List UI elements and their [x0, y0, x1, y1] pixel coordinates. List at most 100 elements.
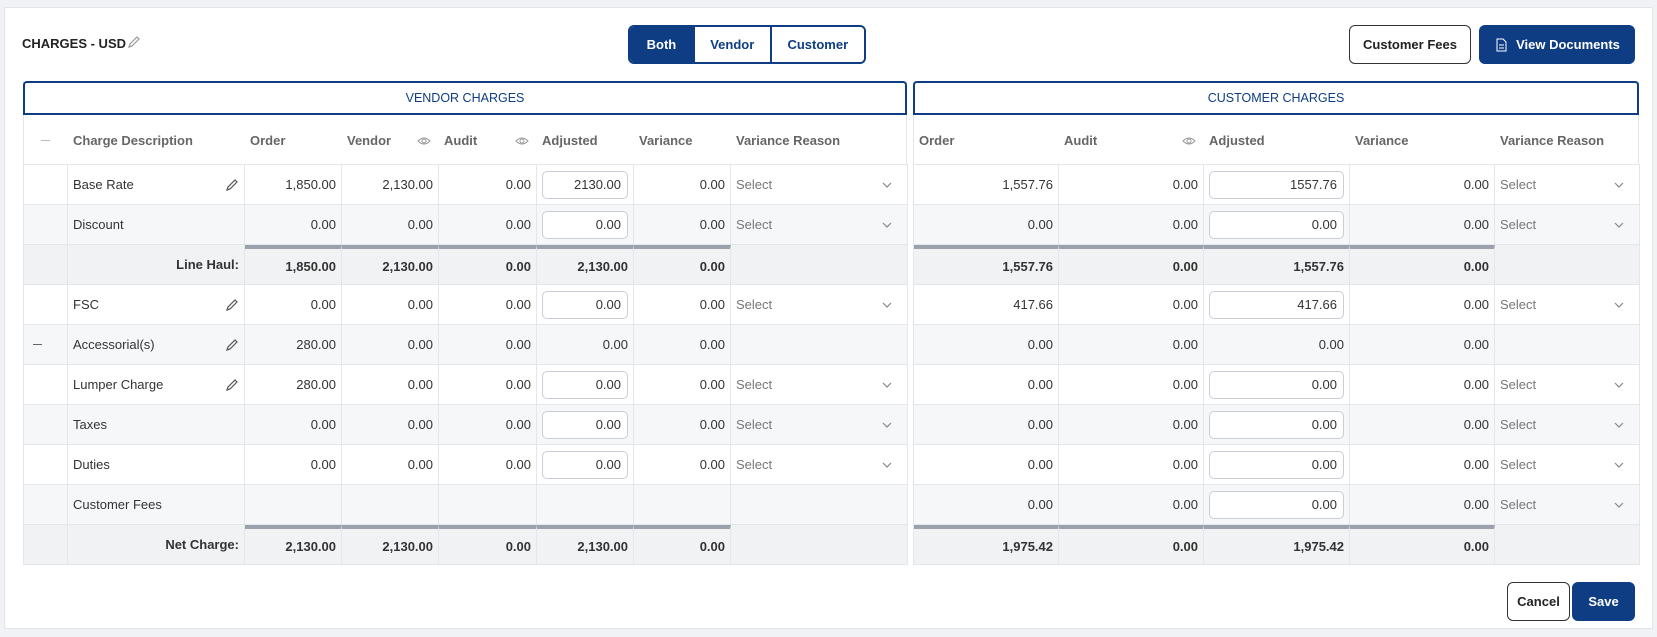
view-documents-button[interactable]: View Documents	[1479, 25, 1635, 64]
select-placeholder: Select	[736, 457, 773, 472]
visibility-icon[interactable]	[515, 134, 529, 148]
adjusted-input[interactable]: 0.00	[542, 370, 628, 399]
table-cell: 0.00	[439, 445, 537, 485]
adjusted-input[interactable]: 0.00	[1209, 410, 1344, 439]
table-cell: 0.00	[1350, 525, 1495, 565]
cancel-button[interactable]: Cancel	[1507, 582, 1570, 621]
document-icon[interactable]	[1494, 38, 1508, 52]
variance-reason-select[interactable]: Select	[1500, 497, 1634, 512]
adjusted-input[interactable]: 0.00	[1209, 490, 1344, 519]
dropdown-chevron[interactable]	[880, 458, 894, 472]
variance-reason-select[interactable]: Select	[736, 457, 902, 472]
customer-fees-button[interactable]: Customer Fees	[1349, 25, 1471, 64]
table-cell: Duties	[68, 445, 245, 485]
toggle-option[interactable]: Vendor	[692, 27, 770, 62]
table-cell: Accessorial(s)	[68, 325, 245, 365]
dropdown-chevron[interactable]	[1612, 298, 1626, 312]
table-cell	[439, 485, 537, 525]
collapse-all-icon[interactable]	[41, 140, 50, 141]
dropdown-chevron[interactable]	[1612, 498, 1626, 512]
toggle-option[interactable]: Both	[630, 27, 693, 62]
charge-description: Duties	[73, 457, 110, 472]
table-cell: 417.66	[914, 285, 1059, 325]
variance-reason-select[interactable]: Select	[736, 177, 902, 192]
table-cell: 0.00	[439, 165, 537, 205]
edit-icon[interactable]	[225, 298, 239, 312]
table-cell	[24, 445, 68, 485]
table-cell: 2,130.00	[245, 525, 342, 565]
view-toggle: Both Vendor Customer	[628, 25, 866, 64]
charges-panel: CHARGES - USD Both Vendor Customer Custome…	[4, 7, 1653, 629]
table-cell: 0.00	[1059, 285, 1204, 325]
save-button[interactable]: Save	[1572, 582, 1635, 621]
adjusted-input[interactable]: 0.00	[542, 290, 628, 319]
dropdown-chevron[interactable]	[1612, 378, 1626, 392]
visibility-icon[interactable]	[417, 134, 431, 148]
variance-reason-select[interactable]: Select	[736, 417, 902, 432]
table-cell: Select	[1495, 205, 1640, 245]
table-cell: 1557.76	[1204, 165, 1350, 205]
variance-reason-select[interactable]: Select	[1500, 457, 1634, 472]
table-cell: Select	[1495, 285, 1640, 325]
dropdown-chevron[interactable]	[880, 418, 894, 432]
select-placeholder: Select	[1500, 457, 1537, 472]
table-cell: Base Rate	[68, 165, 245, 205]
adjusted-input[interactable]: 2130.00	[542, 170, 628, 199]
panel-title: CHARGES - USD	[22, 36, 127, 51]
adjusted-input[interactable]: 0.00	[1209, 370, 1344, 399]
variance-reason-select[interactable]: Select	[736, 297, 902, 312]
variance-reason-select[interactable]: Select	[1500, 377, 1634, 392]
edit-icon[interactable]	[225, 178, 239, 192]
table-cell: 0.00	[1350, 325, 1495, 365]
table-cell: 1,850.00	[245, 165, 342, 205]
dropdown-chevron[interactable]	[880, 178, 894, 192]
table-cell: 0.00	[1059, 365, 1204, 405]
adjusted-input[interactable]: 0.00	[542, 210, 628, 239]
edit-icon[interactable]	[127, 35, 141, 49]
table-cell: FSC	[68, 285, 245, 325]
charge-description: Base Rate	[73, 177, 134, 192]
table-cell: 0.00	[439, 325, 537, 365]
toggle-option[interactable]: Customer	[769, 27, 864, 62]
adjusted-input[interactable]: 0.00	[542, 450, 628, 479]
dropdown-chevron[interactable]	[880, 218, 894, 232]
table-cell: 0.00	[914, 445, 1059, 485]
dropdown-chevron[interactable]	[1612, 178, 1626, 192]
dropdown-chevron[interactable]	[880, 378, 894, 392]
adjusted-input[interactable]: 1557.76	[1209, 170, 1344, 199]
variance-reason-select[interactable]: Select	[1500, 417, 1634, 432]
edit-icon[interactable]	[225, 378, 239, 392]
adjusted-input[interactable]: 417.66	[1209, 290, 1344, 319]
table-cell: 2,130.00	[342, 525, 439, 565]
collapse-icon[interactable]	[33, 344, 42, 345]
variance-reason-select[interactable]: Select	[736, 217, 902, 232]
column-header: Variance	[1350, 117, 1495, 165]
charge-description: Taxes	[73, 417, 107, 432]
section-title: VENDOR CHARGES	[23, 81, 907, 115]
variance-reason-select[interactable]: Select	[1500, 217, 1634, 232]
dropdown-chevron[interactable]	[1612, 418, 1626, 432]
variance-reason-select[interactable]: Select	[1500, 297, 1634, 312]
variance-reason-select[interactable]: Select	[1500, 177, 1634, 192]
total-label: Net Charge:	[165, 537, 239, 552]
table-cell: Select	[731, 365, 908, 405]
table-cell: Select	[1495, 405, 1640, 445]
table-cell: 2130.00	[537, 165, 634, 205]
adjusted-input[interactable]: 0.00	[1209, 450, 1344, 479]
table-cell	[731, 245, 908, 285]
table-cell	[24, 165, 68, 205]
visibility-icon[interactable]	[1182, 134, 1196, 148]
dropdown-chevron[interactable]	[880, 298, 894, 312]
table-cell: Select	[731, 405, 908, 445]
table-cell	[245, 485, 342, 525]
column-header: Audit	[439, 117, 537, 165]
table-cell: 0.00	[634, 165, 731, 205]
edit-icon[interactable]	[225, 338, 239, 352]
variance-reason-select[interactable]: Select	[736, 377, 902, 392]
table-cell: 0.00	[1059, 525, 1204, 565]
adjusted-input[interactable]: 0.00	[1209, 210, 1344, 239]
button-label: View Documents	[1516, 37, 1620, 52]
dropdown-chevron[interactable]	[1612, 218, 1626, 232]
dropdown-chevron[interactable]	[1612, 458, 1626, 472]
adjusted-input[interactable]: 0.00	[542, 410, 628, 439]
